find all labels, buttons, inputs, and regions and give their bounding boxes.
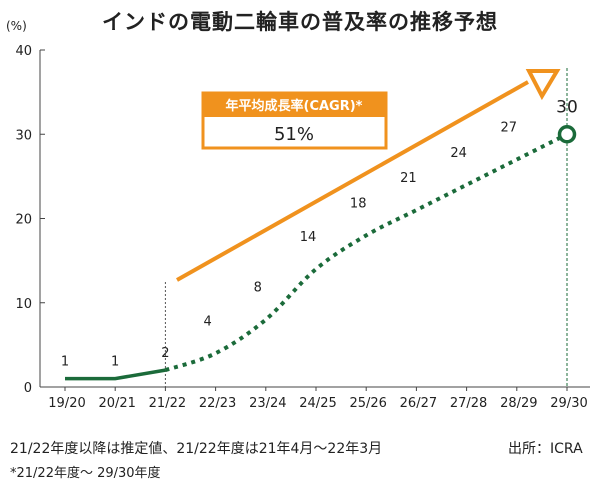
x-tick-label: 26/27 [400,396,437,411]
estimate-note: 21/22年度以降は推定値、21/22年度は21年4月～22年3月 [10,441,383,457]
y-tick-label: 0 [24,381,32,396]
data-label: 30 [556,97,578,117]
footnote: *21/22年度～ 29/30年度 [10,466,161,481]
y-tick-label: 40 [15,44,32,59]
data-label: 18 [350,196,367,211]
x-tick-label: 29/30 [550,396,587,411]
cagr-box-header [203,93,386,117]
chart: (%) 0 10 20 30 40 19/20 20/21 21/22 22/23 23/24 24/… [6,19,590,411]
chart-title: インドの電動二輪車の普及率の推移予想 [102,10,498,34]
final-point-marker [557,125,577,144]
cagr-arrow-head [525,69,561,101]
x-tick-label: 22/23 [199,396,236,411]
x-tick-label: 28/29 [500,396,537,411]
x-tick-label: 19/20 [48,396,85,411]
x-tick-label: 24/25 [299,396,336,411]
data-label: 27 [501,121,518,136]
cagr-value: 51% [274,124,314,145]
data-label: 14 [300,230,317,245]
data-label: 1 [61,355,69,370]
actual-series-line [65,368,166,381]
data-label: 4 [203,314,211,329]
x-tick-label: 20/21 [98,396,135,411]
data-label: 1 [111,355,119,370]
x-tick-label: 23/24 [249,396,286,411]
x-tick-label: 25/26 [349,396,386,411]
data-label: 24 [450,146,467,161]
data-label: 21 [400,171,417,186]
y-tick-label: 10 [15,297,32,312]
estimate-series-line [164,132,568,373]
x-tick-label: 21/22 [149,396,186,411]
cagr-label: 年平均成長率(CAGR)* [226,98,363,114]
x-tick-label: 27/28 [450,396,487,411]
source-note: 出所：ICRA [508,441,583,457]
y-unit-label: (%) [6,19,27,33]
y-tick-label: 30 [15,128,32,143]
cagr-arrow-shaft [176,80,529,282]
data-label: 2 [161,346,169,361]
data-label: 8 [254,281,262,296]
y-tick-label: 20 [15,213,32,228]
